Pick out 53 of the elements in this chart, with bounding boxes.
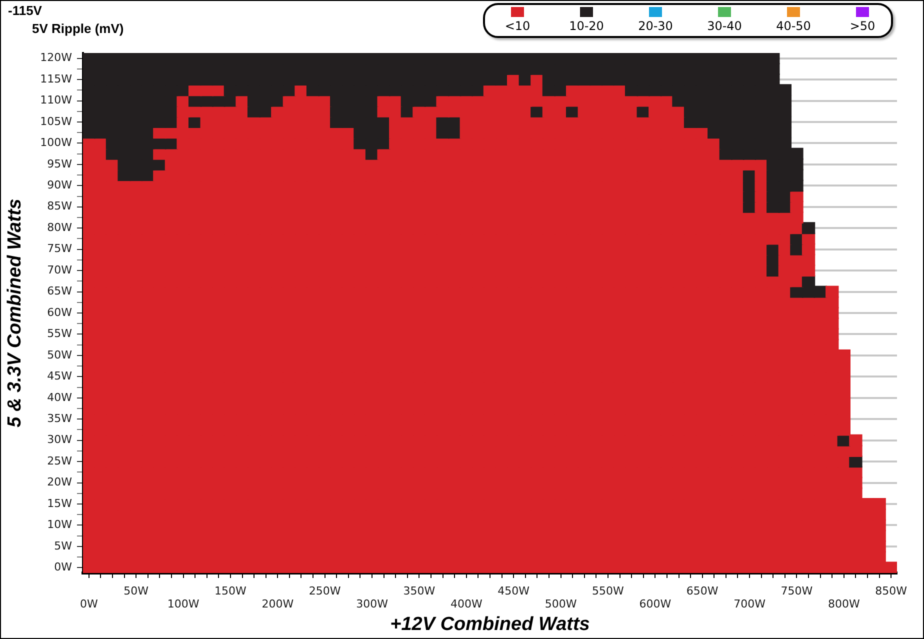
y-tick-label: 85W [47, 200, 72, 213]
color-bar-label: <10 [504, 19, 530, 33]
y-tick-label: 25W [47, 454, 72, 468]
y-tick-label: 90W [47, 178, 72, 192]
color-bar-label: 30-40 [707, 19, 742, 33]
x-tick-label: 550W [592, 584, 624, 598]
y-tick-label: 40W [47, 390, 72, 404]
x-tick-label: 150W [214, 584, 247, 598]
x-tick-label: 350W [403, 584, 436, 598]
y-tick-label: 80W [47, 220, 72, 234]
y-tick-label: 55W [47, 327, 72, 340]
x-tick-label: 700W [734, 598, 766, 611]
y-tick-label: 15W [47, 496, 72, 510]
chart-title: -115V [8, 3, 42, 18]
x-tick-label: 400W [450, 598, 482, 611]
y-tick-label: 20W [47, 476, 72, 489]
y-tick-label: 30W [47, 433, 72, 446]
x-tick-label: 800W [828, 598, 860, 611]
y-tick-label: 105W [40, 114, 72, 128]
chart-subtitle: 5V Ripple (mV) [32, 21, 124, 36]
y-tick-label: 70W [47, 263, 72, 276]
color-bar-label: >50 [850, 19, 876, 33]
x-tick-label: 100W [167, 598, 200, 611]
color-bar-label: 20-30 [638, 19, 673, 33]
x-tick-label: 500W [544, 598, 577, 611]
x-tick-label: 750W [780, 584, 813, 598]
y-tick-label: 120W [40, 51, 72, 64]
x-tick-label: 300W [356, 598, 388, 611]
y-tick-label: 100W [40, 136, 72, 150]
y-tick-label: 35W [47, 412, 72, 425]
x-tick-label: 250W [308, 584, 341, 598]
y-tick-label: 10W [47, 518, 72, 532]
y-tick-label: 45W [47, 370, 72, 383]
y-axis-title: 5 & 3.3V Combined Watts [4, 198, 26, 428]
x-tick-label: 200W [262, 598, 294, 611]
x-tick-label: 650W [686, 584, 718, 598]
y-tick-label: 115W [40, 72, 72, 86]
y-tick-label: 0W [54, 560, 72, 574]
x-tick-label: 0W [80, 598, 98, 611]
y-tick-label: 65W [47, 284, 72, 298]
y-tick-label: 60W [47, 306, 72, 319]
x-axis-title: +12V Combined Watts [390, 614, 590, 635]
y-tick-label: 50W [47, 348, 72, 362]
x-tick-label: 850W [875, 584, 908, 598]
y-tick-label: 5W [54, 539, 72, 552]
color-bar-label: 10-20 [569, 19, 604, 33]
y-tick-label: 110W [40, 94, 72, 107]
y-tick-label: 75W [47, 242, 72, 256]
x-tick-label: 600W [639, 598, 672, 611]
x-tick-label: 450W [498, 584, 530, 598]
x-tick-label: 50W [124, 584, 149, 598]
y-tick-label: 95W [47, 157, 72, 170]
color-bar-label: 40-50 [776, 19, 811, 33]
